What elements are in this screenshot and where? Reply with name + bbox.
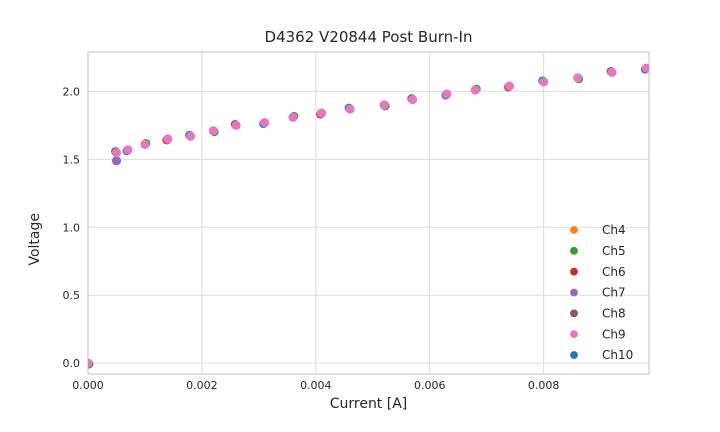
data-point [185,131,196,141]
outlier-point-ch7 [111,156,122,166]
x-tick-label: 0.000 [72,379,104,392]
legend-swatch-ch4 [570,226,578,234]
data-point [470,85,480,95]
data-point [123,145,133,155]
x-tick-label: 0.006 [414,379,446,392]
data-point [208,126,218,136]
legend-swatch-ch9 [570,330,578,339]
y-tick-label: 0.0 [63,357,81,370]
data-point [379,100,389,110]
x-tick-label: 0.008 [528,379,560,392]
data-point [442,89,452,99]
legend-label-ch8: Ch8 [602,307,626,321]
y-tick-label: 1.5 [63,153,81,166]
legend-swatch-ch6 [570,267,578,276]
legend: Ch4 Ch5 Ch6 Ch7 Ch8 Ch9 Ch10 [570,223,633,362]
data-point [163,134,173,144]
legend-label-ch4: Ch4 [602,223,626,237]
plot-border [87,51,650,375]
legend-label-ch10: Ch10 [602,348,633,362]
scatter-points [88,63,649,369]
data-point [539,77,549,87]
legend-label-ch6: Ch6 [602,265,626,279]
data-point [573,73,583,83]
legend-swatch-ch5 [570,246,578,255]
data-point [259,118,270,128]
data-point [231,120,241,130]
y-axis-label-text: Voltage [27,212,43,266]
y-tick-label: 2.0 [63,85,81,98]
data-point [345,104,355,114]
y-tick-label: 0.5 [63,289,81,302]
data-point [111,147,122,158]
legend-label-ch5: Ch5 [602,244,626,258]
data-point [408,94,418,105]
data-point [607,67,617,77]
data-point [88,358,93,368]
y-tick-label: 1.0 [63,221,81,234]
x-tick-label: 0.004 [300,379,332,392]
data-point [140,139,150,149]
legend-label-ch9: Ch9 [602,327,626,341]
data-point [641,63,649,73]
x-axis-label: Current [A] [329,396,408,412]
data-point [316,108,327,118]
data-point [288,112,298,122]
legend-swatch-ch7 [570,288,578,297]
data-point [504,81,515,91]
legend-swatch-ch8 [570,309,578,318]
x-tick-label: 0.002 [186,379,218,392]
legend-label-ch7: Ch7 [602,286,626,300]
legend-swatch-ch10 [570,351,578,359]
chart-title: D4362 V20844 Post Burn-In [264,28,473,46]
